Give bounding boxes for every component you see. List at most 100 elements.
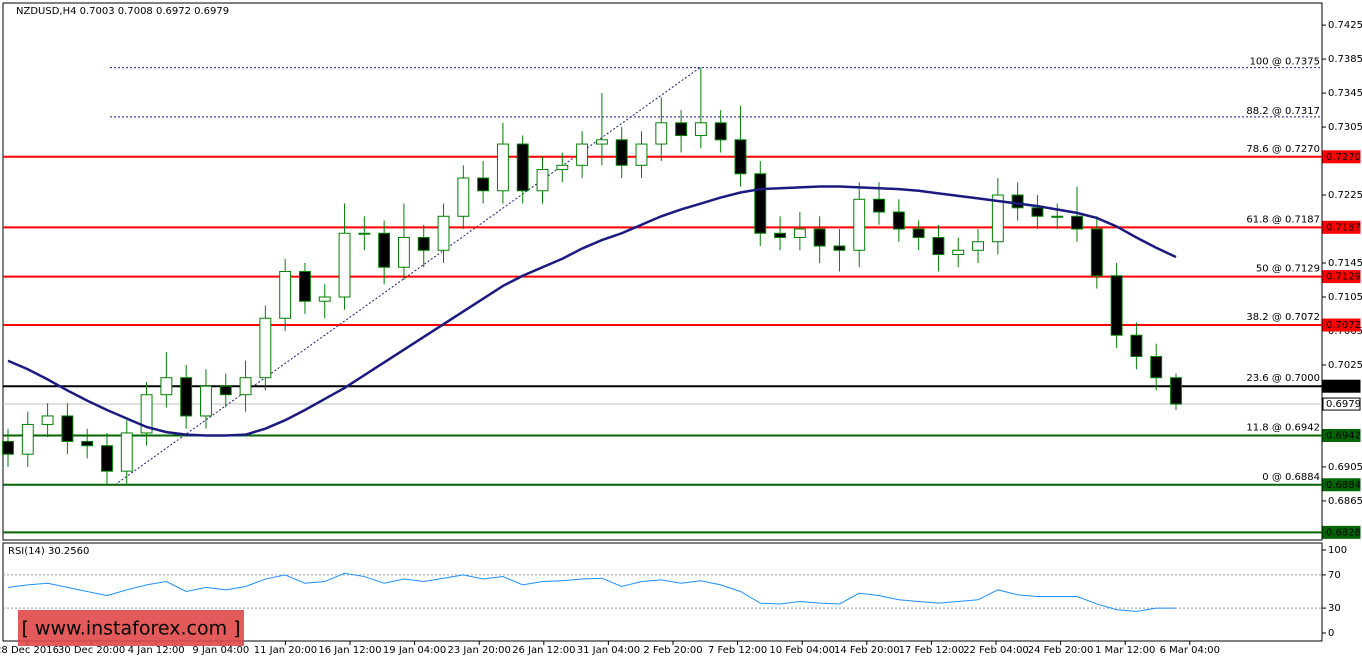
main-frame — [2, 2, 1323, 541]
candle-body — [21, 423, 34, 455]
candle-body — [1051, 215, 1064, 218]
candle-body — [160, 377, 173, 396]
x-tick-label: 11 Jan 20:00 — [254, 645, 317, 656]
candle-body — [180, 377, 193, 417]
price-box-label: 0.6979 — [1326, 399, 1361, 410]
price-box — [1322, 270, 1361, 284]
price-box-label: 0.7187 — [1326, 222, 1361, 233]
price-box — [1322, 478, 1361, 492]
price-box-label: 0.6828 — [1326, 527, 1361, 538]
candle-body — [338, 232, 351, 298]
price-box — [1322, 150, 1361, 164]
fib-label: 23.6 @ 0.7000 — [1246, 373, 1320, 384]
candle-body — [496, 143, 509, 192]
candle-body — [61, 415, 74, 442]
x-tick-label: 14 Feb 20:00 — [834, 645, 900, 656]
x-tick-label: 19 Jan 04:00 — [383, 645, 446, 656]
y-tick-label: 0.7225 — [1328, 190, 1362, 201]
price-box — [1322, 428, 1361, 442]
candle-body — [694, 122, 707, 137]
y-tick-label: 0.7145 — [1328, 258, 1362, 269]
x-tick-label: 24 Feb 20:00 — [1028, 645, 1094, 656]
candle-body — [972, 241, 984, 251]
candle-body — [239, 377, 252, 396]
candle-body — [1031, 207, 1044, 217]
y-tick-label: 0.7425 — [1328, 20, 1362, 31]
candle-body — [853, 198, 866, 251]
candle-body — [536, 169, 549, 192]
candle-body — [457, 177, 470, 217]
candle-body — [1170, 377, 1182, 405]
candle-body — [833, 245, 846, 251]
candle-body — [754, 173, 767, 234]
price-box-label: 0.7129 — [1326, 272, 1361, 283]
fib-label: 100 @ 0.7375 — [1250, 57, 1320, 68]
candle-body — [101, 445, 113, 472]
candle-body — [140, 394, 153, 434]
y-tick-label: 0.7345 — [1328, 88, 1362, 99]
fib-label: 11.8 @ 0.6942 — [1246, 422, 1320, 433]
y-tick-label: 0.6905 — [1328, 462, 1362, 473]
price-box-label: 0.7270 — [1326, 152, 1361, 163]
rsi-tick-label: 30 — [1328, 603, 1341, 614]
price-box-label: 0.7000 — [1326, 381, 1361, 392]
y-tick-label: 0.7305 — [1328, 122, 1362, 133]
x-tick-label: 31 Jan 04:00 — [577, 645, 640, 656]
candle-body — [81, 440, 94, 447]
x-tick-label: 23 Jan 20:00 — [448, 645, 511, 656]
x-tick-label: 26 Jan 12:00 — [512, 645, 575, 656]
candle-body — [714, 122, 727, 141]
x-tick-label: 9 Jan 04:00 — [192, 645, 249, 656]
watermark: [ www.instaforex.com ] — [21, 618, 240, 640]
candle-body — [477, 177, 490, 192]
fib-label: 38.2 @ 0.7072 — [1246, 312, 1320, 323]
candle-body — [655, 122, 668, 145]
candle-body — [576, 143, 589, 166]
candle-body — [219, 385, 232, 396]
candle-body — [1150, 355, 1163, 379]
fib-label: 50 @ 0.7129 — [1256, 264, 1320, 275]
candle-body — [595, 139, 608, 145]
moving-average — [7, 185, 1177, 437]
candle-body — [437, 215, 450, 251]
y-tick-label: 0.7025 — [1328, 360, 1362, 371]
fib-label: 88.2 @ 0.7317 — [1246, 106, 1320, 117]
candle-body — [417, 237, 430, 251]
candle-body — [1071, 215, 1083, 230]
rsi-line — [7, 572, 1176, 612]
candle-body — [378, 232, 391, 268]
rsi-tick-label: 100 — [1328, 545, 1347, 556]
candle-body — [516, 143, 529, 192]
candle-body — [892, 211, 905, 230]
candle-body — [1011, 194, 1024, 209]
candle-body — [991, 194, 1004, 243]
rsi-title: RSI(14) 30.2560 — [8, 546, 89, 557]
x-tick-label: 30 Dec 20:00 — [58, 645, 125, 656]
x-tick-label: 2 Feb 20:00 — [643, 645, 702, 656]
fib-label: 0 @ 0.6884 — [1262, 472, 1320, 483]
price-box — [1322, 379, 1361, 393]
rsi-tick-label: 0 — [1328, 628, 1334, 639]
candle-body — [1130, 334, 1143, 357]
rsi-tick-label: 70 — [1328, 570, 1341, 581]
x-tick-label: 7 Feb 12:00 — [708, 645, 767, 656]
candle-body — [2, 440, 14, 455]
price-box-label: 0.6884 — [1326, 480, 1361, 491]
rsi-frame — [2, 542, 1323, 642]
chart-title: NZDUSD,H4 0.7003 0.7008 0.6972 0.6979 — [16, 6, 229, 17]
candle-body — [932, 237, 945, 256]
candle-body — [635, 143, 648, 166]
price-box-label: 0.7072 — [1326, 320, 1361, 331]
candle-body — [279, 271, 292, 319]
price-box — [1322, 220, 1361, 234]
candle-body — [318, 296, 331, 302]
price-box-label: 0.6942 — [1326, 430, 1361, 441]
watermark-box — [18, 610, 244, 646]
price-box — [1322, 318, 1361, 332]
candle-body — [952, 249, 965, 256]
price-box — [1322, 397, 1361, 411]
candle-body — [813, 228, 826, 247]
candle-body — [397, 237, 410, 268]
candle-body — [615, 139, 628, 166]
